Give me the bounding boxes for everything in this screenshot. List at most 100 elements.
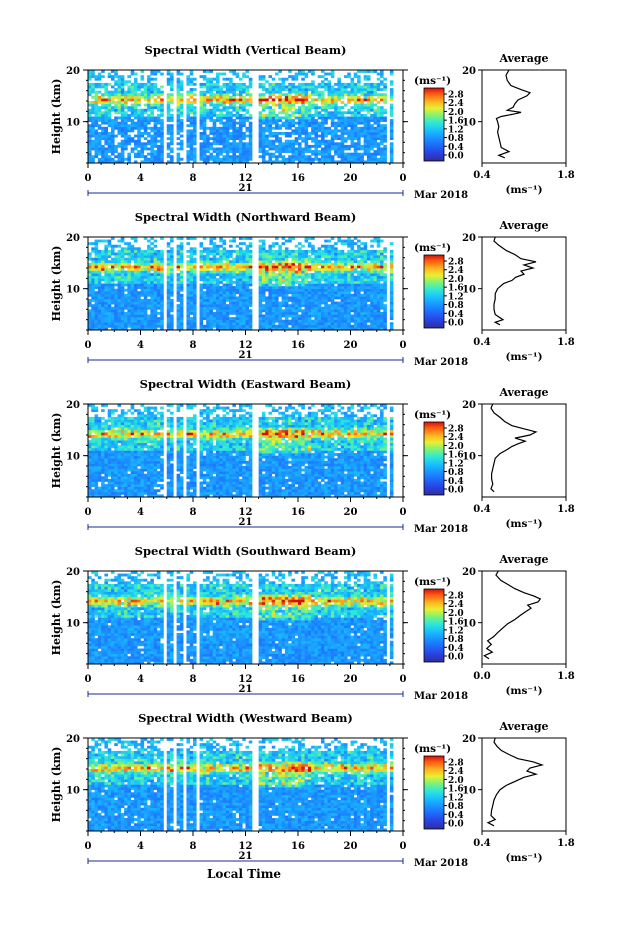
heatmap-cell bbox=[288, 304, 292, 308]
heatmap-cell bbox=[176, 265, 181, 269]
heatmap-cell bbox=[235, 113, 240, 117]
heatmap-cell bbox=[357, 121, 361, 125]
heatmap-cell bbox=[235, 82, 240, 86]
heatmap-cell bbox=[137, 252, 141, 256]
heatmap-cell bbox=[176, 293, 181, 297]
heatmap-cell bbox=[317, 150, 322, 153]
heatmap-cell bbox=[143, 286, 148, 289]
heatmap-cell bbox=[107, 144, 112, 148]
heatmap-cell bbox=[147, 301, 151, 305]
heatmap-cell bbox=[219, 291, 223, 295]
heatmap-cell bbox=[360, 273, 364, 277]
heatmap-cell bbox=[88, 126, 92, 130]
heatmap-cell bbox=[304, 265, 309, 269]
heatmap-cell bbox=[222, 319, 227, 323]
heatmap-cell bbox=[150, 262, 154, 266]
heatmap-cell bbox=[373, 103, 378, 107]
heatmap-cell bbox=[275, 280, 279, 284]
heatmap-cell bbox=[238, 270, 243, 274]
heatmap-cell bbox=[110, 129, 115, 133]
heatmap-cell bbox=[235, 249, 240, 253]
heatmap-cell bbox=[143, 293, 148, 297]
heatmap-cell bbox=[150, 322, 154, 326]
heatmap-cell bbox=[347, 317, 351, 320]
heatmap-cell bbox=[248, 142, 253, 146]
heatmap-cell bbox=[238, 90, 243, 94]
heatmap-cell bbox=[219, 262, 223, 266]
heatmap-cell bbox=[389, 70, 394, 73]
heatmap-cell bbox=[219, 237, 223, 240]
heatmap-cell bbox=[298, 150, 302, 153]
heatmap-cell bbox=[248, 293, 253, 297]
heatmap-cell bbox=[324, 106, 328, 110]
heatmap-cell bbox=[143, 126, 148, 130]
heatmap-cell bbox=[107, 275, 112, 279]
heatmap-cell bbox=[376, 116, 381, 120]
heatmap-cell bbox=[248, 288, 253, 292]
heatmap-cell bbox=[120, 324, 125, 328]
heatmap-cell bbox=[199, 324, 204, 328]
heatmap-cell bbox=[153, 137, 158, 141]
heatmap-cell bbox=[140, 270, 145, 274]
heatmap-cell bbox=[353, 113, 358, 117]
heatmap-cell bbox=[360, 304, 364, 308]
heatmap-cell bbox=[281, 260, 286, 264]
heatmap-cell bbox=[143, 314, 148, 318]
heatmap-cell bbox=[275, 301, 279, 305]
heatmap-cell bbox=[347, 324, 351, 328]
heatmap-cell bbox=[120, 327, 125, 331]
heatmap-cell bbox=[107, 98, 112, 102]
heatmap-cell bbox=[360, 252, 364, 256]
heatmap-cell bbox=[327, 93, 332, 97]
heatmap-cell bbox=[101, 121, 105, 125]
heatmap-cell bbox=[320, 268, 325, 271]
heatmap-cell bbox=[366, 98, 371, 102]
heatmap-cell bbox=[232, 152, 236, 156]
heatmap-cell bbox=[104, 101, 108, 104]
heatmap-cell bbox=[137, 257, 141, 261]
heatmap-cell bbox=[232, 139, 236, 143]
heatmap-cell bbox=[307, 324, 312, 328]
heatmap-cell bbox=[360, 322, 364, 326]
heatmap-cell bbox=[202, 103, 207, 107]
heatmap-cell bbox=[304, 111, 309, 115]
heatmap-cell bbox=[366, 101, 371, 104]
heatmap-cell bbox=[330, 103, 335, 107]
heatmap-cell bbox=[186, 82, 191, 86]
heatmap-cell bbox=[199, 311, 204, 315]
heatmap-cell bbox=[202, 111, 207, 115]
heatmap-cell bbox=[353, 293, 358, 297]
heatmap-cell bbox=[366, 324, 371, 328]
heatmap-cell bbox=[215, 129, 220, 133]
heatmap-cell bbox=[199, 106, 204, 110]
heatmap-cell bbox=[278, 249, 282, 253]
heatmap-cell bbox=[120, 106, 125, 110]
heatmap-cell bbox=[301, 278, 305, 282]
heatmap-cell bbox=[347, 95, 351, 99]
heatmap-cell bbox=[150, 278, 154, 282]
heatmap-cell bbox=[245, 157, 250, 161]
heatmap-cell bbox=[334, 252, 338, 256]
heatmap-cell bbox=[248, 155, 253, 159]
heatmap-cell bbox=[298, 106, 302, 110]
heatmap-cell bbox=[340, 268, 345, 271]
heatmap-cell bbox=[238, 77, 243, 81]
heatmap-cell bbox=[370, 108, 374, 112]
heatmap-cell bbox=[238, 252, 243, 256]
heatmap-cell bbox=[160, 147, 164, 151]
heatmap-cell bbox=[307, 106, 312, 110]
heatmap-cell bbox=[117, 129, 122, 133]
heatmap-cell bbox=[179, 270, 184, 274]
heatmap-cell bbox=[281, 147, 286, 151]
heatmap-cell bbox=[347, 260, 351, 264]
heatmap-cell bbox=[245, 301, 250, 305]
heatmap-cell bbox=[261, 322, 266, 326]
heatmap-cell bbox=[107, 301, 112, 305]
heatmap-cell bbox=[298, 111, 302, 115]
heatmap-cell bbox=[107, 262, 112, 266]
heatmap-cell bbox=[222, 288, 227, 292]
heatmap-cell bbox=[166, 111, 171, 115]
heatmap-cell bbox=[383, 152, 387, 156]
heatmap-cell bbox=[219, 288, 223, 292]
heatmap-cell bbox=[314, 152, 318, 156]
